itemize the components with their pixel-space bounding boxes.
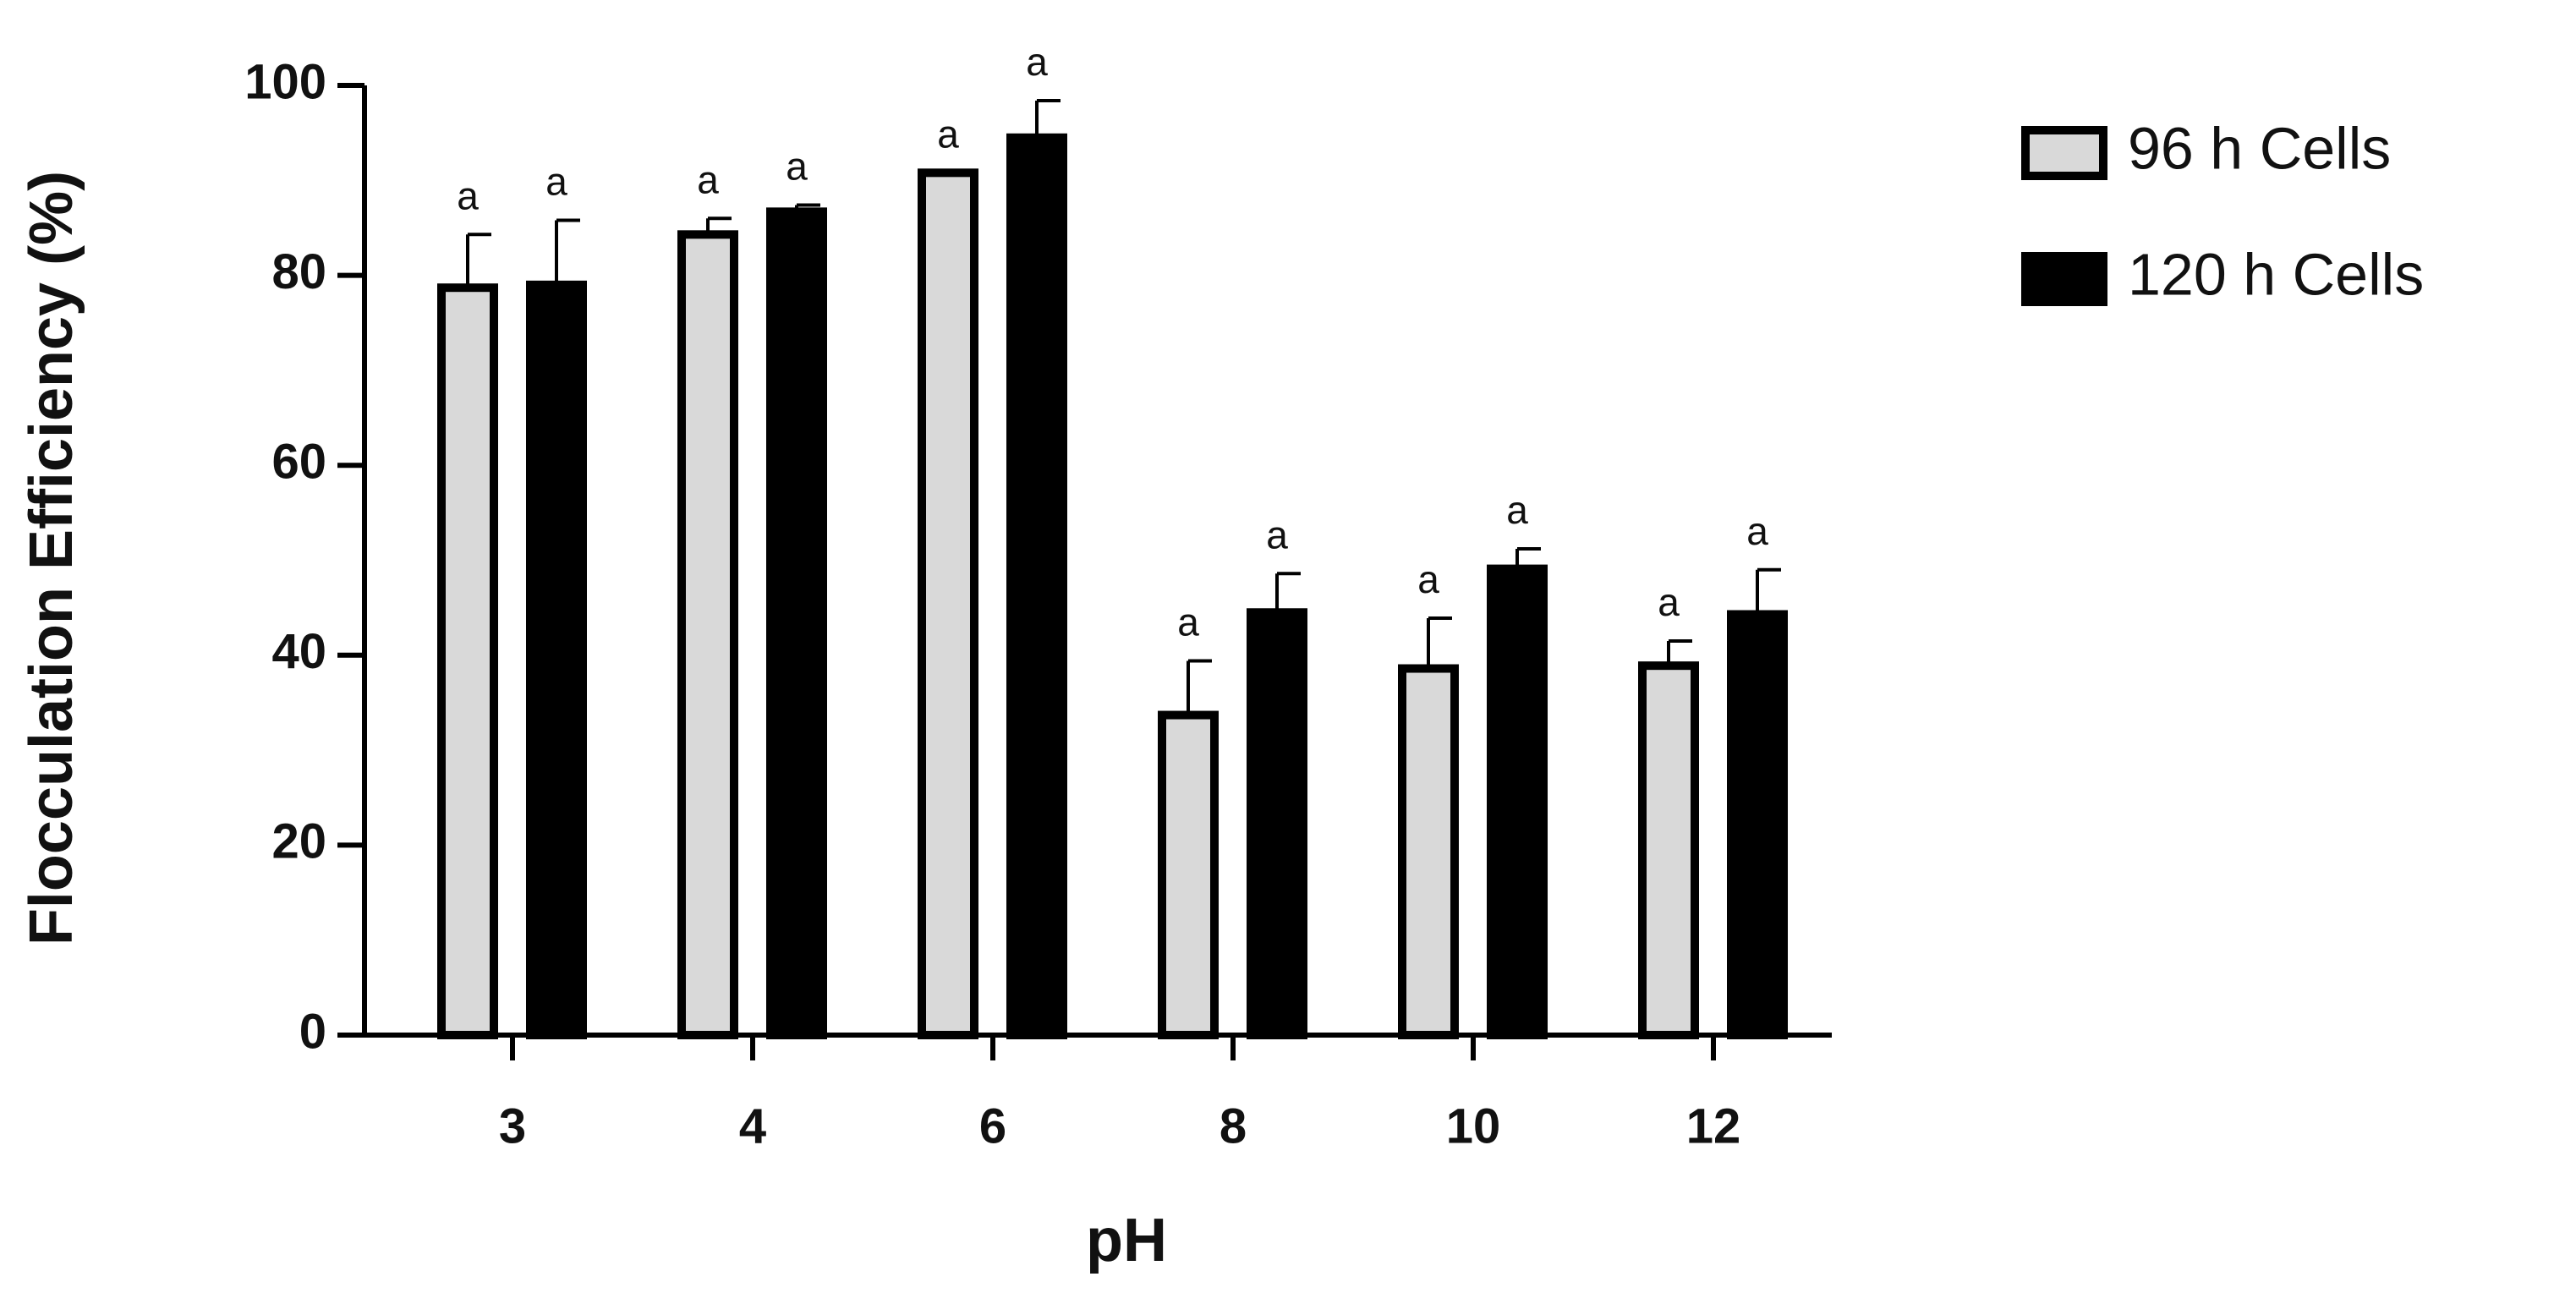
legend-label: 120 h Cells xyxy=(2128,241,2424,307)
y-tick-label: 20 xyxy=(271,814,326,869)
x-axis-title: pH xyxy=(1086,1207,1167,1274)
significance-letter: a xyxy=(1026,40,1048,84)
significance-letter: a xyxy=(1177,600,1199,644)
bar xyxy=(1247,608,1307,1039)
error-bar xyxy=(1756,567,1781,615)
error-bar xyxy=(1187,659,1212,715)
error-bar xyxy=(555,218,580,285)
error-bar xyxy=(1035,98,1061,138)
y-tick-label: 40 xyxy=(271,624,326,679)
bar xyxy=(526,280,587,1039)
y-tick-label: 80 xyxy=(271,244,326,299)
error-bar xyxy=(706,216,732,235)
x-tick-label: 4 xyxy=(739,1099,766,1153)
error-bar xyxy=(1667,638,1692,666)
bar xyxy=(918,168,978,1040)
significance-letter: a xyxy=(1658,580,1680,624)
significance-letter: a xyxy=(697,157,719,201)
error-bar xyxy=(466,233,491,288)
significance-letter: a xyxy=(457,173,479,217)
legend-label: 96 h Cells xyxy=(2128,115,2391,181)
significance-letter: a xyxy=(1266,512,1288,556)
bar xyxy=(1398,664,1459,1039)
error-bar xyxy=(795,203,820,212)
bar xyxy=(1638,661,1699,1039)
bar xyxy=(1158,710,1219,1039)
error-bar xyxy=(1427,616,1452,669)
significance-letter: a xyxy=(937,112,959,156)
legend-swatch xyxy=(2021,126,2107,180)
x-tick-label: 8 xyxy=(1219,1099,1247,1153)
bar xyxy=(677,230,738,1040)
bar xyxy=(1727,610,1788,1039)
y-tick-label: 60 xyxy=(271,435,326,490)
error-bar xyxy=(1275,572,1301,613)
bar xyxy=(766,207,827,1039)
error-bar xyxy=(1515,547,1541,569)
bar xyxy=(1006,133,1067,1039)
y-tick-label: 0 xyxy=(299,1004,326,1059)
significance-letter: a xyxy=(1417,557,1439,601)
significance-letter: a xyxy=(545,160,567,204)
significance-letter: a xyxy=(1746,509,1768,553)
x-tick-label: 12 xyxy=(1686,1099,1741,1153)
y-tick-label: 100 xyxy=(244,54,326,109)
legend-swatch xyxy=(2021,252,2107,306)
bar xyxy=(437,283,498,1040)
significance-letter: a xyxy=(1506,488,1528,532)
significance-letter: a xyxy=(786,145,808,189)
y-axis-title: Flocculation Efficiency (%) xyxy=(18,171,85,945)
x-tick-label: 3 xyxy=(499,1099,526,1153)
x-tick-label: 6 xyxy=(979,1099,1006,1153)
x-tick-label: 10 xyxy=(1446,1099,1501,1153)
bar xyxy=(1487,564,1548,1039)
